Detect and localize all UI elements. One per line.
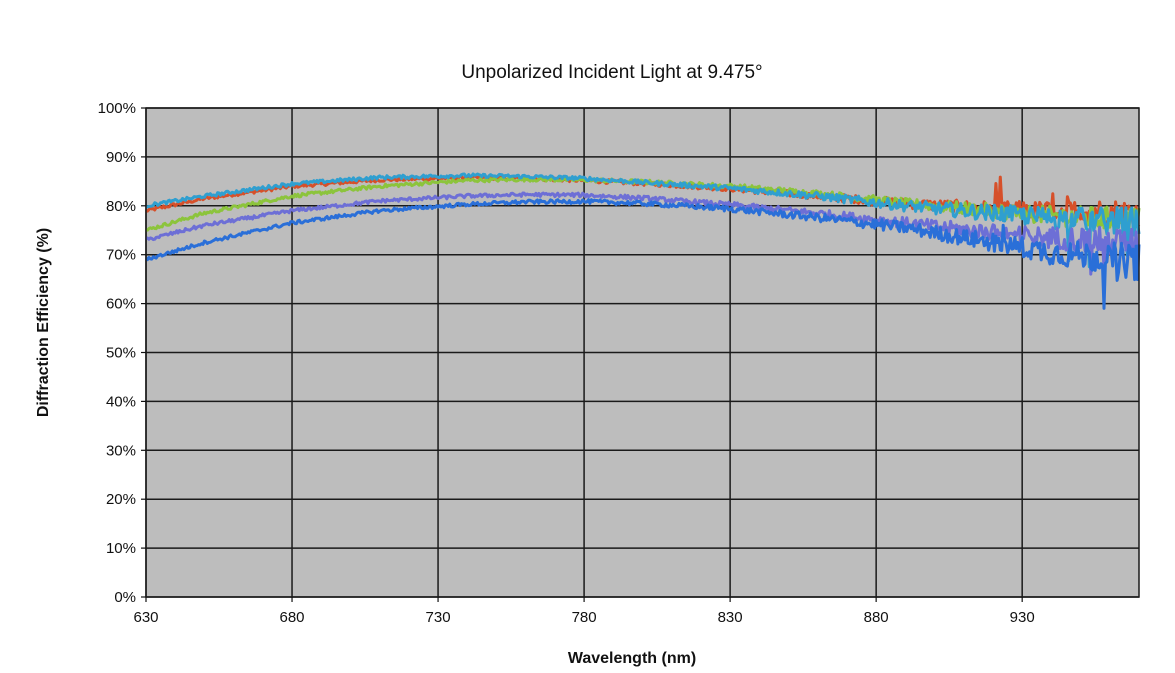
y-axis-ticks: 0% 10% 20% 30% 40% 50% 60% 70% 80% 90% 100% <box>98 100 146 606</box>
y-tick-label-80: 80% <box>106 198 136 215</box>
x-tick-label-880: 880 <box>864 609 889 626</box>
x-axis-ticks: 630 680 730 780 830 880 930 <box>133 597 1035 626</box>
y-tick-label-20: 20% <box>106 491 136 508</box>
y-tick-label-60: 60% <box>106 296 136 313</box>
y-tick-label-90: 90% <box>106 149 136 166</box>
series-line-4 <box>145 191 1140 276</box>
series-line-3 <box>145 172 1141 269</box>
x-tick-label-680: 680 <box>280 609 305 626</box>
x-axis-title: Wavelength (nm) <box>568 650 696 667</box>
chart-title: Unpolarized Incident Light at 9.475° <box>461 62 762 83</box>
x-tick-label-930: 930 <box>1010 609 1035 626</box>
y-tick-label-0: 0% <box>114 589 136 606</box>
x-tick-label-830: 830 <box>718 609 743 626</box>
y-tick-label-10: 10% <box>106 540 136 557</box>
y-tick-label-50: 50% <box>106 345 136 362</box>
y-axis-title: Diffraction Efficiency (%) <box>35 228 52 417</box>
series-group <box>144 172 1141 310</box>
y-tick-label-30: 30% <box>106 442 136 459</box>
x-tick-label-780: 780 <box>572 609 597 626</box>
x-tick-label-630: 630 <box>133 609 158 626</box>
y-tick-label-70: 70% <box>106 247 136 264</box>
y-tick-label-100: 100% <box>98 100 136 117</box>
x-tick-label-730: 730 <box>426 609 451 626</box>
y-tick-label-40: 40% <box>106 393 136 410</box>
series-line-5 <box>144 198 1141 310</box>
